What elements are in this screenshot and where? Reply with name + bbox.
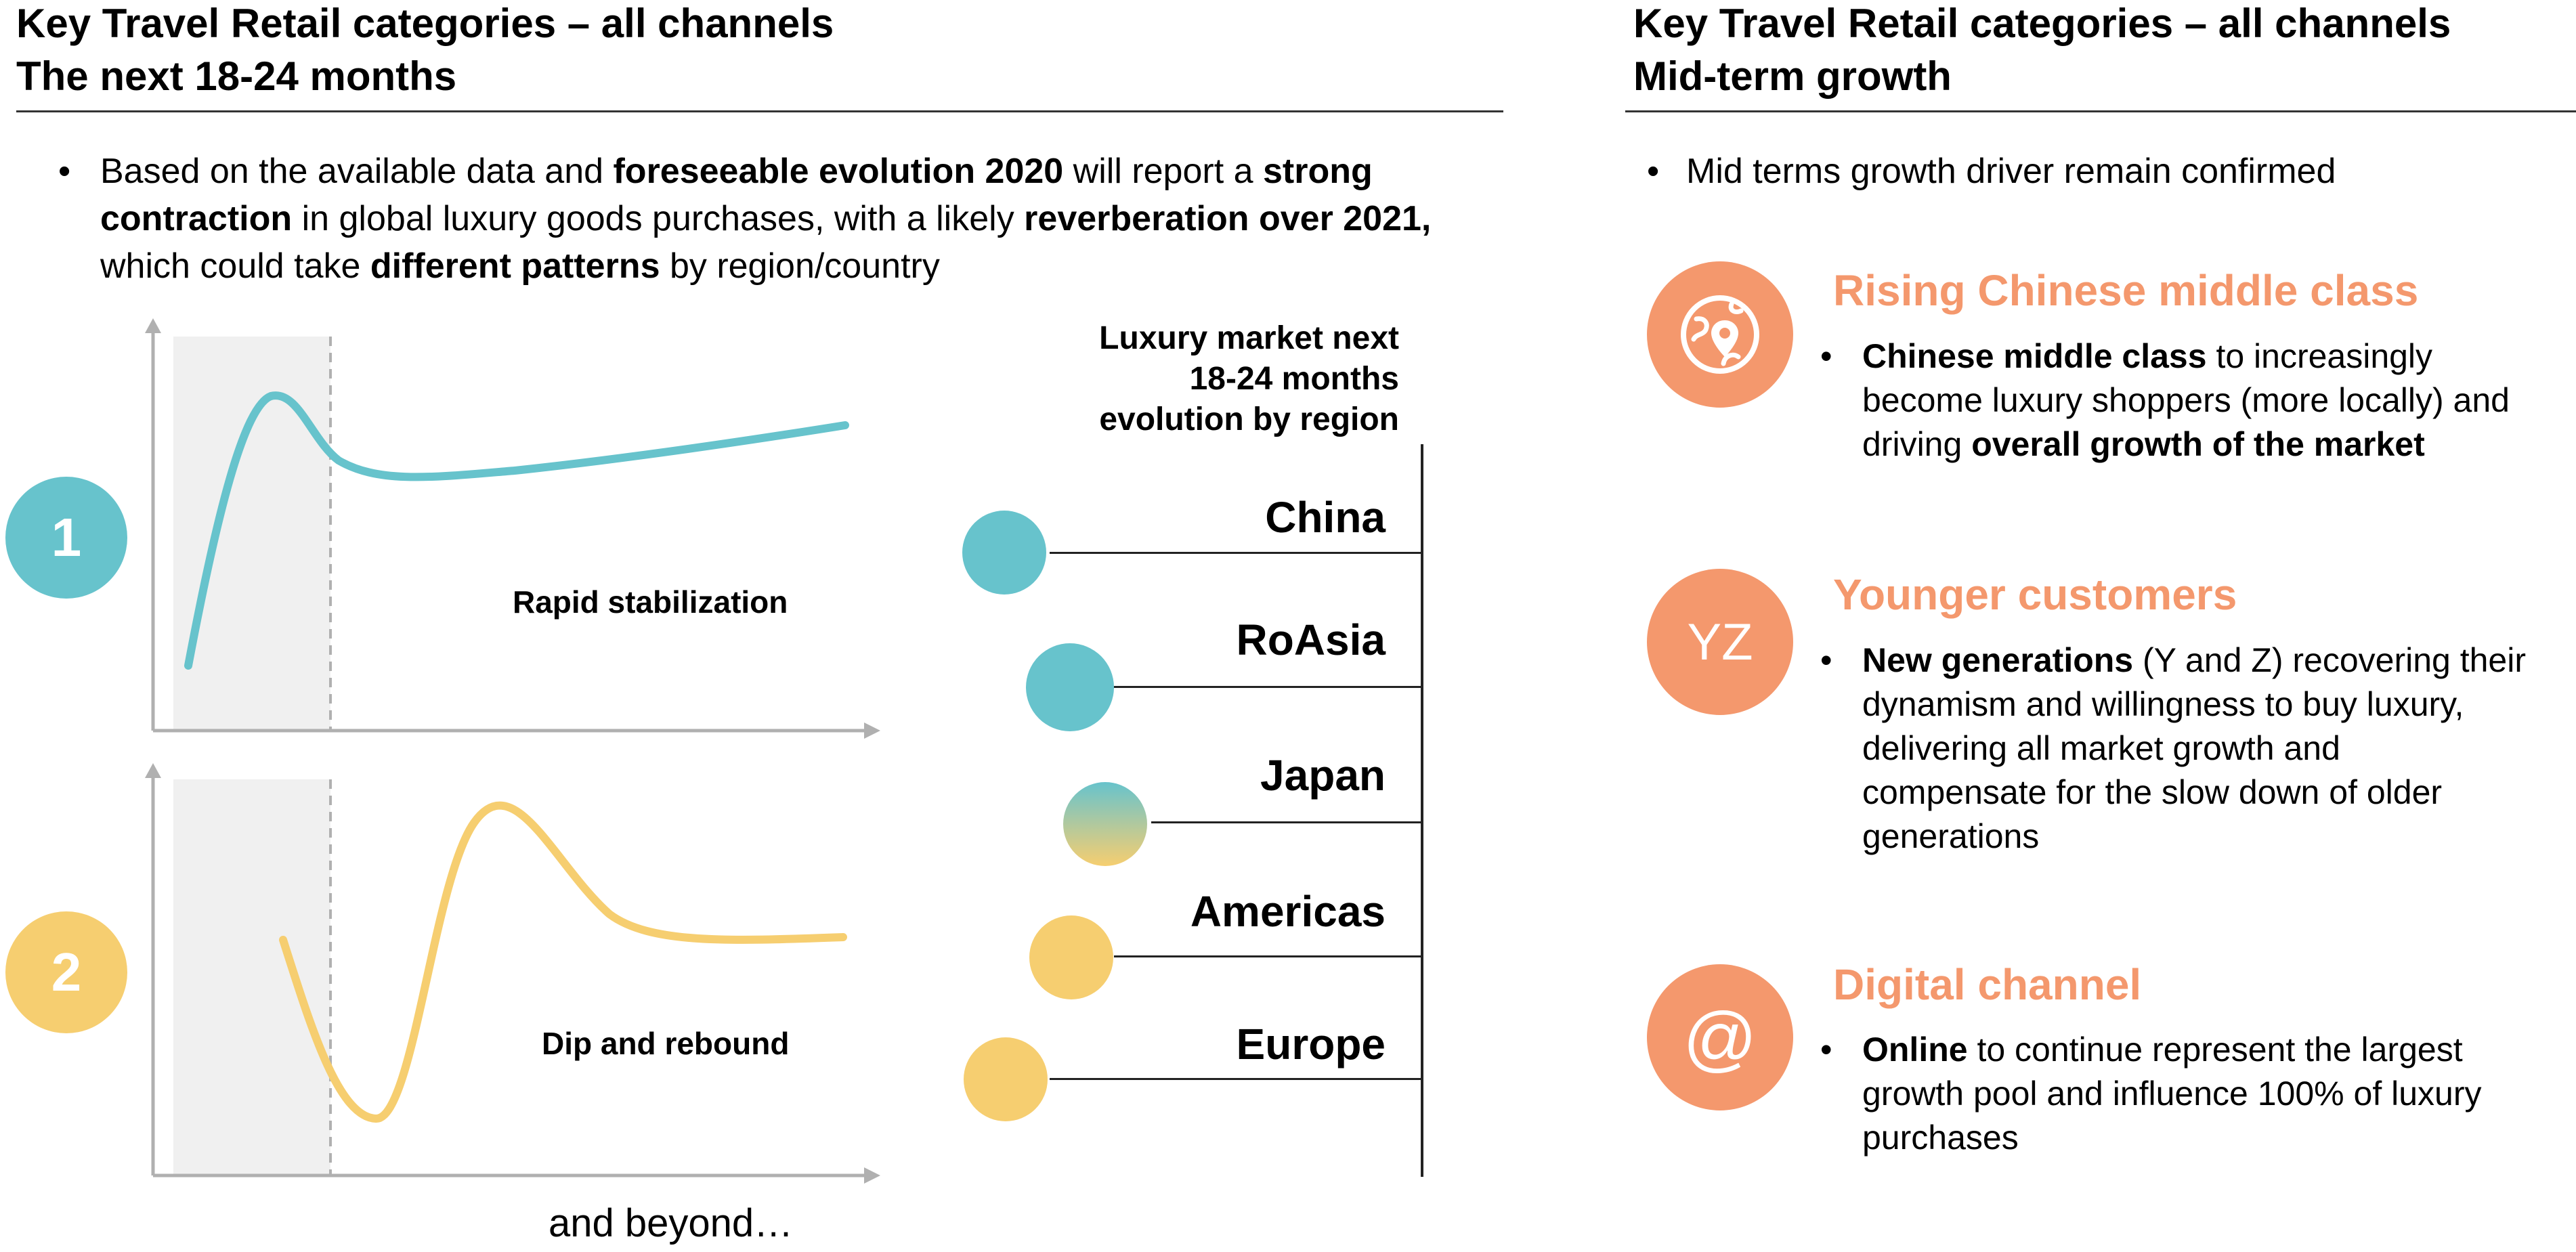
- driver-circle-digital-channel: @: [1647, 964, 1793, 1110]
- at-sign-icon: @: [1683, 996, 1757, 1079]
- region-dot-japan: [1063, 782, 1147, 866]
- scenario2-caption: Dip and rebound: [542, 1026, 790, 1061]
- scenario-charts: [145, 318, 880, 1184]
- driver-text-body: Online to continue represent the largest…: [1862, 1031, 2482, 1157]
- bullet-dot: •: [1820, 337, 1832, 375]
- scenario2-y-arrow: [145, 763, 161, 778]
- region-dot-europe: [964, 1037, 1048, 1121]
- region-label-americas: Americas: [1190, 887, 1386, 936]
- driver-title-younger-customers: Younger customers: [1833, 570, 2237, 619]
- region-panel-vertical-line: [1421, 444, 1423, 1177]
- right-title-line2: Mid-term growth: [1633, 53, 1952, 99]
- bullet-dot: •: [58, 152, 71, 191]
- region-panel-title-line1: Luxury market next: [1099, 320, 1399, 356]
- driver-text-body: New generations (Y and Z) recovering the…: [1862, 641, 2526, 855]
- driver-circle-chinese-middle-class: [1647, 261, 1793, 408]
- region-dot-china: [962, 511, 1046, 595]
- scenario2-shaded-period: [173, 779, 330, 1175]
- region-line-roasia: [1114, 686, 1422, 688]
- scenario2-curve: [279, 801, 847, 1123]
- region-label-china: China: [1265, 493, 1386, 542]
- driver-title-digital-channel: Digital channel: [1833, 960, 2142, 1009]
- scenario2-badge: 2: [5, 911, 127, 1033]
- scenario2-x-arrow: [864, 1167, 880, 1184]
- left-title-line1: Key Travel Retail categories – all chann…: [16, 1, 834, 46]
- right-bullet: • Mid terms growth driver remain confirm…: [1647, 148, 2527, 202]
- region-label-roasia: RoAsia: [1236, 616, 1386, 664]
- region-dot-roasia: [1026, 643, 1114, 731]
- driver-circle-younger-customers: YZ: [1647, 569, 1793, 715]
- right-title-divider: [1625, 110, 2576, 112]
- driver-text-body: Chinese middle class to increasingly bec…: [1862, 337, 2510, 463]
- left-title-divider: [16, 110, 1503, 112]
- region-panel-title-line3: evolution by region: [1099, 402, 1399, 437]
- region-label-japan: Japan: [1260, 751, 1386, 800]
- region-line-europe: [1050, 1078, 1422, 1080]
- left-bullet-text: Based on the available data and foreseea…: [100, 152, 1432, 286]
- scenario1-badge: 1: [5, 477, 127, 599]
- region-dot-americas: [1029, 915, 1113, 999]
- region-line-japan: [1151, 821, 1422, 823]
- bullet-dot: •: [1820, 641, 1832, 679]
- region-line-americas: [1114, 955, 1422, 957]
- scenario1-caption: Rapid stabilization: [513, 584, 788, 620]
- scenario1-curve: [184, 391, 849, 670]
- scenario1-y-arrow: [145, 318, 161, 333]
- region-panel-title-line2: 18-24 months: [1189, 361, 1399, 397]
- right-title-line1: Key Travel Retail categories – all chann…: [1633, 1, 2451, 46]
- driver-title-chinese-middle-class: Rising Chinese middle class: [1833, 266, 2419, 315]
- bullet-dot: •: [1820, 1031, 1832, 1068]
- yz-icon: YZ: [1687, 613, 1753, 671]
- region-label-europe: Europe: [1236, 1020, 1386, 1068]
- globe-location-icon: [1681, 295, 1759, 374]
- charts-footer: and beyond…: [549, 1201, 794, 1245]
- left-bullet: • Based on the available data and forese…: [58, 148, 1521, 297]
- right-bullet-text: Mid terms growth driver remain confirmed: [1686, 152, 2336, 191]
- scenario1-shaded-period: [173, 337, 330, 731]
- scenario1-x-arrow: [864, 722, 880, 739]
- region-panel-title: Luxury market next 18-24 months evolutio…: [1056, 318, 1399, 440]
- left-title-line2: The next 18-24 months: [16, 53, 457, 99]
- bullet-dot: •: [1647, 152, 1660, 191]
- region-line-china: [1050, 552, 1422, 554]
